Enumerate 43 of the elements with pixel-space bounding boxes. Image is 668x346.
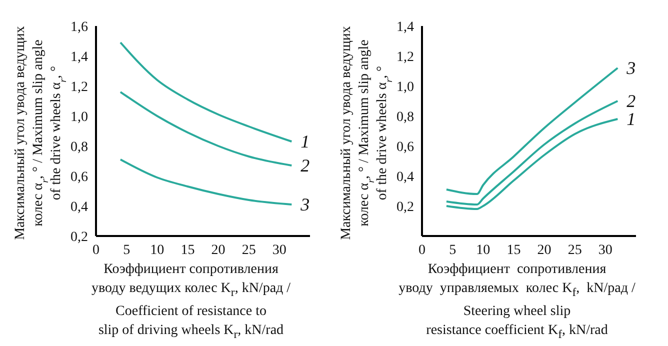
x-tick-label: 20 xyxy=(537,242,552,258)
y-tick-label: 1,2 xyxy=(396,50,414,65)
series-label: 1 xyxy=(626,109,636,129)
y-tick-label: 0,8 xyxy=(70,140,88,155)
series-label: 3 xyxy=(300,194,310,214)
x-tick-label: 0 xyxy=(418,242,426,258)
line-series xyxy=(119,91,293,166)
y-tick-label: 1,0 xyxy=(70,110,88,125)
x-tick-label: 10 xyxy=(476,242,490,258)
x-tick-label: 20 xyxy=(211,242,226,258)
series-label: 2 xyxy=(300,156,310,176)
y-tick-label: 0,4 xyxy=(70,200,88,215)
y-tick-label: 0,4 xyxy=(396,170,414,185)
y-tick-label: 1,0 xyxy=(396,80,414,95)
y-tick-label: 1,4 xyxy=(70,50,88,65)
y-tick-label: 0,2 xyxy=(396,200,414,215)
series-label: 1 xyxy=(300,132,310,152)
series-label: 3 xyxy=(626,58,636,78)
line-series xyxy=(119,42,293,142)
x-tick-label: 10 xyxy=(150,242,164,258)
y-tick-label: 1,6 xyxy=(70,20,88,35)
x-tick-label: 5 xyxy=(449,242,456,258)
line-series xyxy=(445,100,619,206)
x-axis-title: Коэффициент сопротивления уводу управляемых колес K$_{f}$, kN/рад / Steering wheel slip resistance coefficient K$_{f}$, kN/rad xyxy=(398,261,636,343)
y-tick-label: 1,2 xyxy=(70,80,88,95)
x-tick-label: 15 xyxy=(180,242,195,258)
y-tick-label: 0,6 xyxy=(70,170,88,185)
line-series xyxy=(445,67,619,195)
x-tick-label: 25 xyxy=(568,242,582,258)
x-tick-label: 30 xyxy=(272,242,286,258)
series-label: 2 xyxy=(626,91,636,111)
line-series xyxy=(119,158,293,206)
y-tick-label: 0,2 xyxy=(70,230,88,245)
y-tick-label: 0,6 xyxy=(396,140,414,155)
x-axis-title: Коэффициент сопротивления уводу ведущих колес K$_{r}$, kN/рад / Coefficient of resistance to slip of driving wheels K$_{r}$, kN/rad xyxy=(90,261,292,343)
y-tick-label: 0,8 xyxy=(396,110,414,125)
y-tick-label: 1,4 xyxy=(396,20,414,35)
line-series xyxy=(445,118,619,210)
x-tick-label: 25 xyxy=(242,242,256,258)
x-tick-label: 5 xyxy=(123,242,130,258)
x-tick-label: 0 xyxy=(92,242,100,258)
x-tick-label: 30 xyxy=(598,242,612,258)
x-tick-label: 15 xyxy=(506,242,521,258)
